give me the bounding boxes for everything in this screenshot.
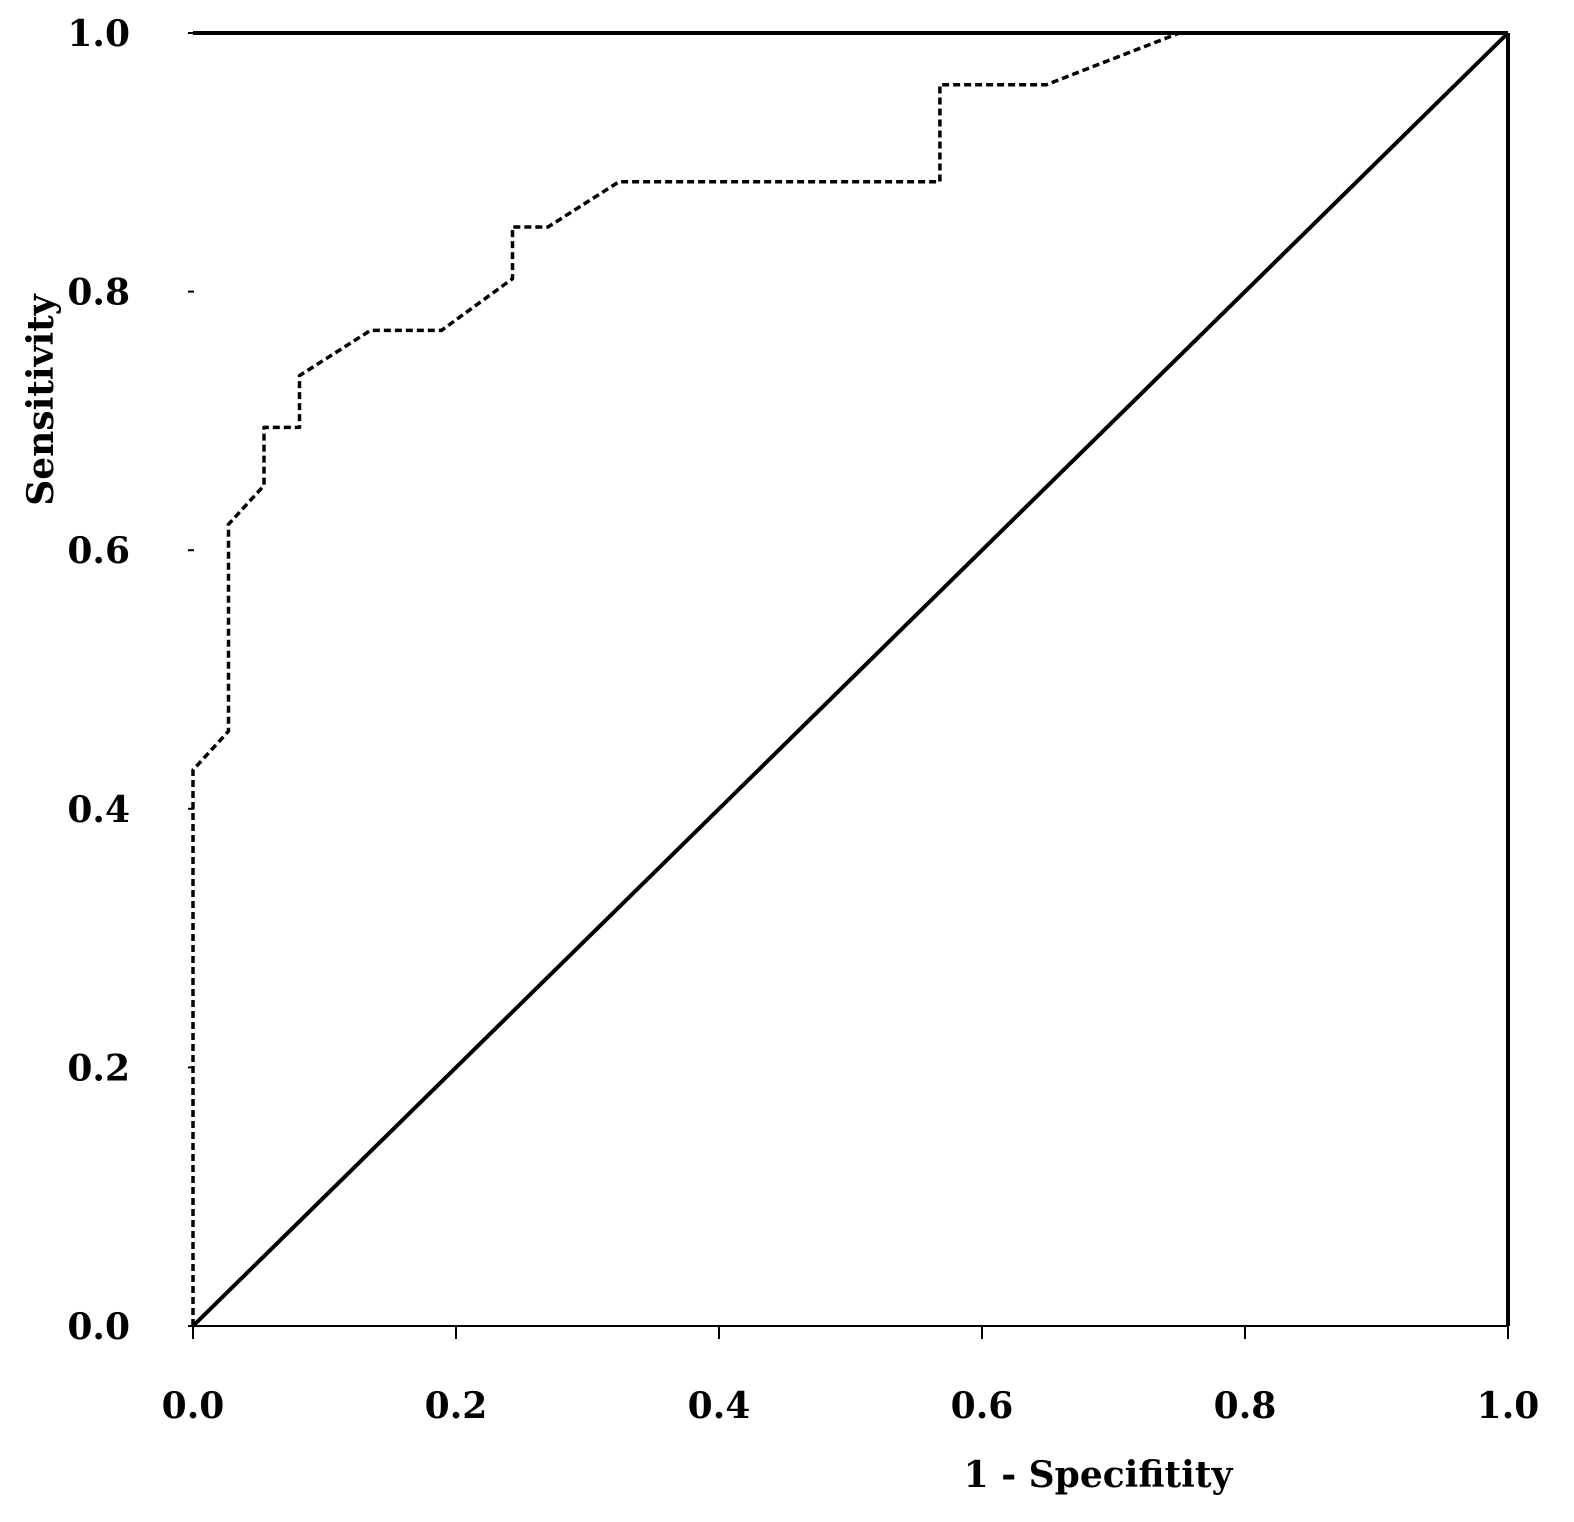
y-tick-label: 0.4	[67, 789, 130, 831]
y-tick-label: 0.6	[67, 530, 130, 572]
reference-diagonal-line	[191, 31, 1510, 1328]
axes-layer	[193, 31, 1510, 1327]
x-tick-label: 1.0	[1477, 1385, 1540, 1427]
ticks-layer: 0.0 0.2 0.4 0.6 0.8 1.0 0.0 0.2 0.4 0.6 0.8 1.0	[67, 13, 1539, 1427]
y-tick-label: 0.0	[67, 1306, 130, 1348]
y-tick-label: 0.8	[67, 272, 130, 314]
x-tick-label: 0.8	[1214, 1385, 1277, 1427]
x-tick-label: 0.4	[688, 1385, 751, 1427]
roc-curve-line	[191, 31, 1180, 1326]
y-tick-label: 1.0	[67, 13, 130, 55]
x-axis-label: 1 - Specifitity	[964, 1454, 1234, 1496]
y-axis-label: Sensitivity	[20, 293, 62, 506]
x-tick-label: 0.6	[951, 1385, 1014, 1427]
series-layer	[191, 31, 1510, 1328]
x-tick-label: 0.2	[425, 1385, 488, 1427]
y-tick-label: 0.2	[67, 1047, 130, 1089]
x-tick-label: 0.0	[162, 1385, 225, 1427]
